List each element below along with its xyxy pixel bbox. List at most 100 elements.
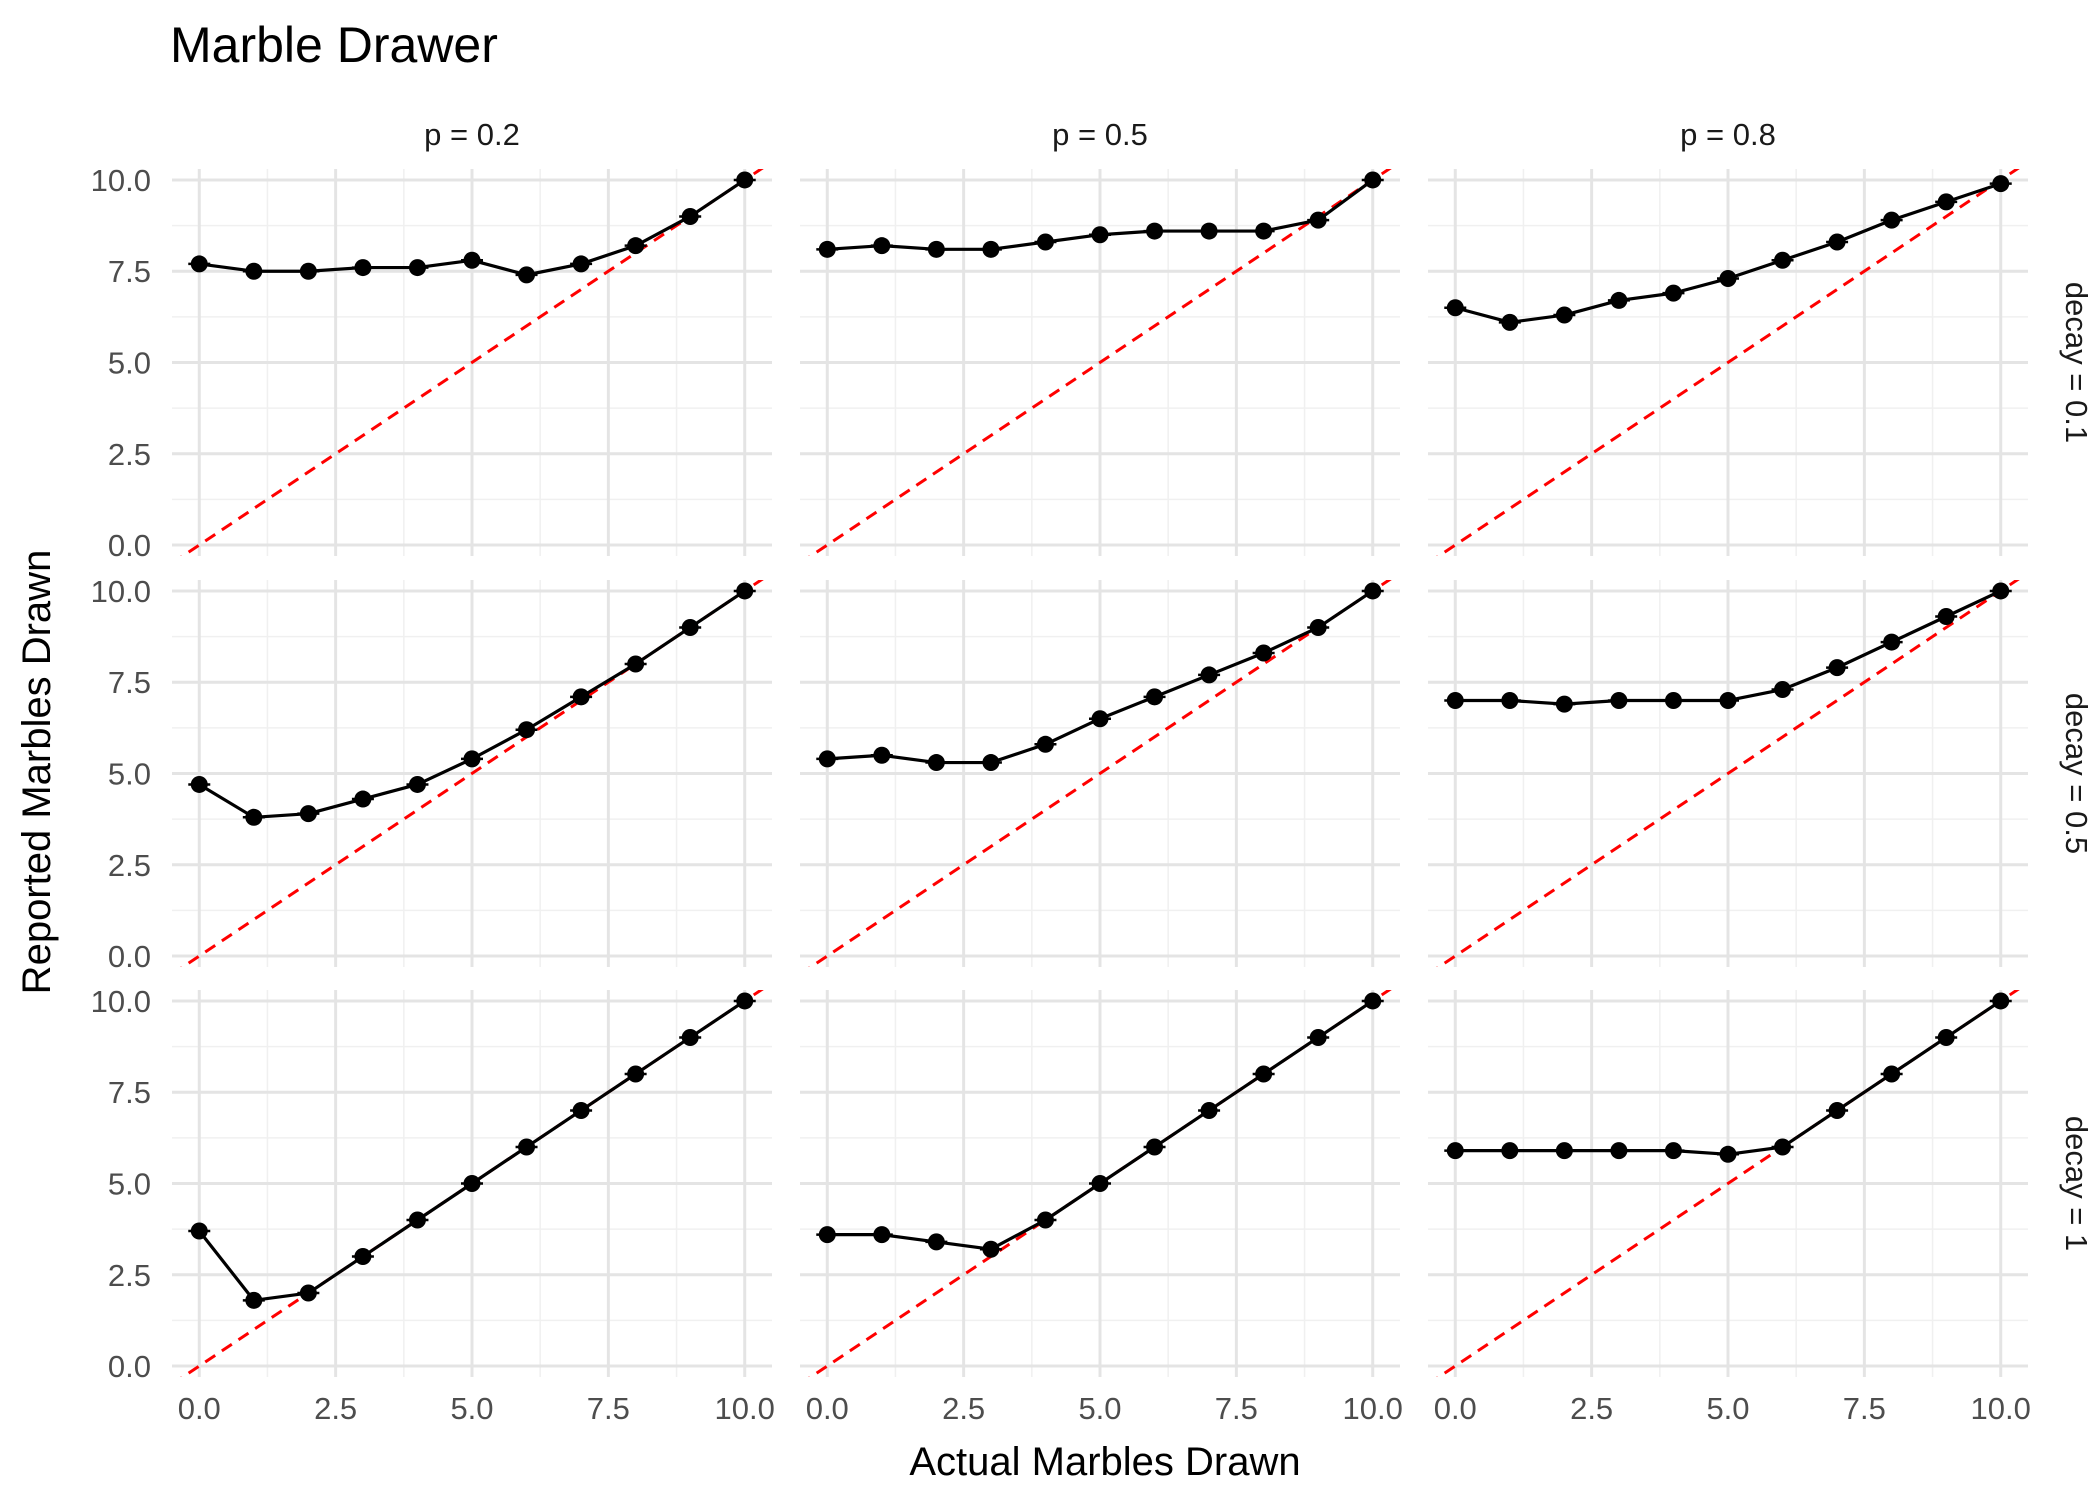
data-point	[1255, 644, 1273, 662]
data-point	[1610, 691, 1628, 709]
y-tick-label: 7.5	[108, 1075, 151, 1110]
data-point	[982, 754, 1000, 772]
data-point	[299, 805, 317, 823]
data-point	[818, 1226, 836, 1244]
data-point	[1610, 1142, 1628, 1160]
data-point	[190, 255, 208, 273]
data-point	[1446, 1142, 1464, 1160]
x-tick-label: 0.0	[1434, 1391, 1477, 1426]
data-point	[408, 1211, 426, 1229]
y-tick-label: 10.0	[91, 984, 151, 1019]
data-point	[1200, 222, 1218, 240]
data-point	[1146, 688, 1164, 706]
data-point	[1091, 226, 1109, 244]
reference-line	[1436, 580, 2020, 967]
data-point	[1555, 695, 1573, 713]
facet-panel: 0.0 2.5 5.0 7.5 10.0 0.0 2.5 5.0 7.5 10.0	[91, 984, 775, 1426]
data-point	[1036, 233, 1054, 251]
data-point	[1664, 691, 1682, 709]
data-point	[1091, 1175, 1109, 1192]
data-point	[1992, 992, 2010, 1010]
data-point	[873, 1226, 891, 1244]
data-point	[1719, 691, 1737, 709]
x-tick-label: 2.5	[1570, 1391, 1613, 1426]
data-point	[354, 790, 372, 808]
data-point	[681, 1028, 699, 1046]
data-point	[1828, 659, 1846, 677]
x-tick-label: 7.5	[587, 1391, 630, 1426]
reference-line	[808, 580, 1392, 967]
data-point	[1774, 1138, 1792, 1156]
row-strip-label: decay = 1	[2059, 1116, 2094, 1251]
data-point	[1309, 618, 1327, 636]
x-tick-label: 5.0	[450, 1391, 493, 1426]
data-point	[873, 746, 891, 764]
facet-panel	[1428, 169, 2028, 556]
data-point	[572, 688, 590, 706]
row-strip-label: decay = 0.1	[2059, 282, 2094, 443]
data-point	[299, 262, 317, 280]
data-point	[1992, 175, 2010, 193]
data-point	[1446, 299, 1464, 317]
data-point	[1883, 633, 1901, 651]
data-point	[627, 1065, 645, 1083]
x-tick-label: 0.0	[806, 1391, 849, 1426]
data-point	[518, 721, 536, 739]
reference-line	[180, 169, 764, 556]
data-point	[627, 655, 645, 673]
column-strip-label: p = 0.2	[424, 117, 520, 152]
data-point	[1937, 608, 1955, 626]
data-point	[354, 1248, 372, 1266]
data-point	[572, 255, 590, 273]
data-point	[1364, 582, 1382, 600]
reference-line	[808, 169, 1392, 556]
x-tick-label: 10.0	[715, 1391, 775, 1426]
data-point	[736, 582, 754, 600]
data-point	[463, 1175, 481, 1192]
y-tick-label: 2.5	[108, 1258, 151, 1293]
data-point	[408, 775, 426, 793]
y-tick-label: 10.0	[91, 163, 151, 198]
data-point	[1146, 222, 1164, 240]
data-point	[1610, 291, 1628, 309]
facet-panel: 0.0 2.5 5.0 7.5 10.0	[91, 574, 772, 974]
data-point	[1719, 270, 1737, 288]
data-point	[299, 1284, 317, 1302]
column-strip-label: p = 0.8	[1680, 117, 1776, 152]
data-point	[1255, 222, 1273, 240]
x-tick-label: 5.0	[1706, 1391, 1749, 1426]
facet-panel	[1428, 580, 2028, 967]
data-point	[927, 240, 945, 258]
data-point	[1828, 1101, 1846, 1119]
data-point	[927, 1233, 945, 1251]
data-point	[463, 750, 481, 768]
facet-panel: 0.0 2.5 5.0 7.5 10.0	[91, 163, 772, 563]
data-point	[1555, 306, 1573, 324]
x-tick-label: 10.0	[1343, 1391, 1403, 1426]
x-tick-label: 10.0	[1971, 1391, 2031, 1426]
data-point	[681, 618, 699, 636]
data-point	[1091, 710, 1109, 728]
data-point	[1937, 193, 1955, 211]
y-tick-label: 0.0	[108, 528, 151, 563]
data-point	[1501, 313, 1519, 331]
x-tick-label: 7.5	[1843, 1391, 1886, 1426]
data-point	[818, 240, 836, 258]
x-axis-label: Actual Marbles Drawn	[909, 1440, 1300, 1484]
data-point	[1828, 233, 1846, 251]
y-tick-label: 2.5	[108, 848, 151, 883]
data-point	[190, 1222, 208, 1240]
facet-panel	[800, 580, 1400, 967]
data-point	[1364, 992, 1382, 1010]
data-point	[736, 992, 754, 1010]
data-point	[245, 808, 263, 826]
facet-panel: 0.0 2.5 5.0 7.5 10.0	[800, 990, 1403, 1426]
data-point	[1883, 1065, 1901, 1083]
data-point	[354, 259, 372, 277]
data-point	[1446, 691, 1464, 709]
data-point	[1255, 1065, 1273, 1083]
x-tick-label: 5.0	[1078, 1391, 1121, 1426]
y-tick-label: 7.5	[108, 665, 151, 700]
data-point	[1501, 691, 1519, 709]
